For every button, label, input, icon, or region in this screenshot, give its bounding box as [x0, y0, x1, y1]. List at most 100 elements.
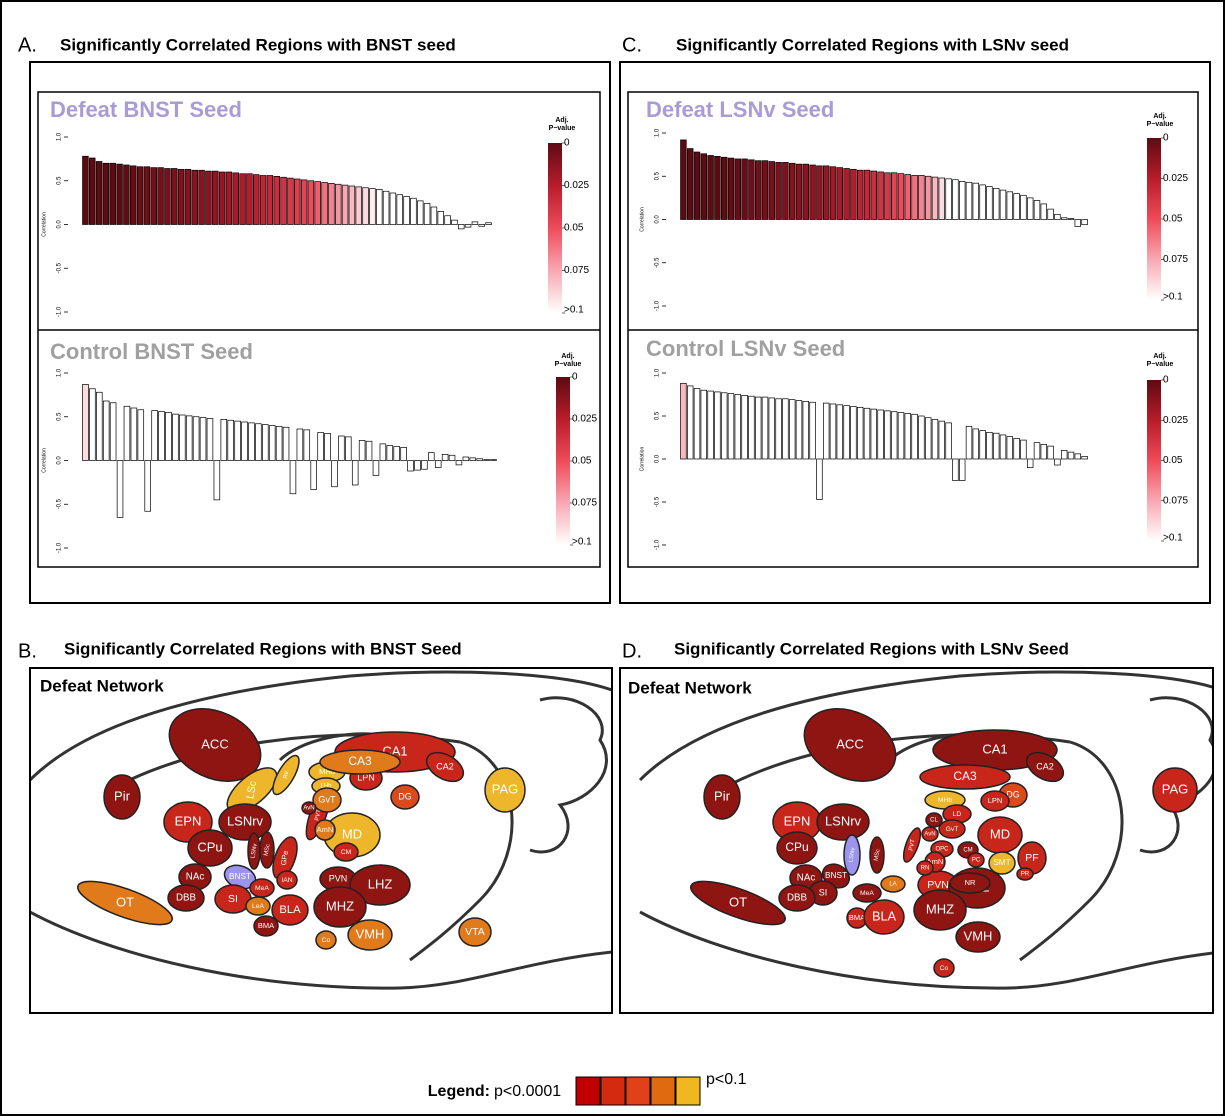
bar: [966, 426, 972, 459]
region-label: Co: [940, 965, 949, 972]
region-label: CA2: [1036, 761, 1054, 771]
region-label: CL: [930, 818, 938, 824]
y-tick-label: -0.5: [57, 498, 63, 509]
bar: [891, 412, 897, 459]
bar: [987, 432, 993, 459]
region-label: EPN: [784, 813, 811, 828]
bar: [898, 174, 904, 220]
bar: [89, 158, 95, 225]
bar: [212, 171, 218, 224]
bar: [796, 401, 802, 459]
chart-title: Control LSNv Seed: [646, 336, 845, 361]
bar: [966, 182, 972, 219]
bar: [435, 461, 441, 468]
bar: [830, 404, 836, 459]
bar: [851, 169, 857, 219]
region-label: BMA: [258, 921, 274, 930]
bar: [352, 461, 358, 486]
region-label: SI: [819, 887, 828, 897]
region-label: IAN: [281, 877, 292, 884]
bar: [438, 211, 444, 224]
bar: [919, 175, 925, 219]
bar: [946, 179, 952, 220]
bar: [421, 461, 427, 470]
panel-title: Significantly Correlated Regions with BN…: [60, 35, 456, 54]
region-label: NAc: [186, 872, 205, 883]
region-label: LSNrv: [825, 813, 862, 828]
bar: [1000, 435, 1006, 459]
bar: [366, 441, 372, 460]
bar: [973, 429, 979, 459]
colorbar-tick-label: 0.025: [1163, 173, 1188, 184]
bar: [1061, 450, 1067, 459]
bar: [1021, 195, 1027, 219]
bar: [456, 461, 462, 465]
region-label: DBB: [176, 893, 196, 904]
region-label: CPu: [785, 840, 808, 854]
region-label: BNST: [825, 871, 847, 880]
bar: [885, 411, 891, 459]
region-label: BLA: [279, 904, 301, 916]
colorbar-tick-label: 0: [1163, 133, 1169, 144]
y-tick-label: 0.0: [655, 215, 661, 224]
bar: [465, 225, 471, 228]
bar: [171, 169, 177, 225]
bar: [905, 175, 911, 220]
bar: [484, 460, 490, 461]
bar: [165, 169, 171, 225]
bar: [973, 183, 979, 219]
bar: [789, 163, 795, 219]
bar: [159, 412, 165, 461]
colorbar-tick-label: 0.025: [572, 414, 597, 425]
bar: [130, 166, 136, 225]
bar: [837, 405, 843, 459]
bar: [681, 383, 687, 459]
region-label: PC: [972, 858, 981, 864]
colorbar-title: Adj.: [555, 117, 568, 124]
bar: [401, 447, 407, 460]
bar: [207, 419, 213, 461]
region-label: LD: [953, 811, 962, 818]
bar: [428, 453, 434, 461]
y-tick-label: 0.0: [57, 456, 63, 465]
bar: [349, 186, 355, 225]
bar: [708, 155, 714, 219]
bar: [1034, 443, 1040, 459]
bar: [823, 403, 829, 459]
colorbar-title: Adj.: [1153, 113, 1166, 120]
bar: [715, 156, 721, 219]
bar: [335, 184, 341, 224]
bar: [742, 395, 748, 459]
bar: [878, 410, 884, 459]
region-label: OT: [729, 894, 747, 909]
region-label: LPN: [988, 796, 1003, 805]
bar: [226, 172, 232, 225]
bar: [925, 418, 931, 459]
panel-letter: C.: [622, 34, 642, 56]
bar: [1007, 192, 1013, 220]
region-label: NR: [965, 878, 976, 887]
bar: [749, 396, 755, 459]
bar: [864, 170, 870, 219]
bar: [342, 185, 348, 224]
bar: [253, 175, 259, 225]
bar: [83, 156, 89, 224]
bar: [242, 422, 248, 461]
region-label: AvN: [303, 806, 314, 812]
colorbar-tick-label: 0.05: [572, 456, 592, 467]
bar: [776, 162, 782, 219]
colorbar: [556, 377, 570, 545]
region-label: MHb: [938, 797, 952, 804]
bar: [458, 225, 464, 229]
bar: [417, 201, 423, 225]
bar: [687, 149, 693, 220]
region-label: PR: [1021, 872, 1030, 878]
region-label: ACC: [836, 736, 863, 751]
y-tick-label: 0.0: [655, 454, 661, 463]
bar: [117, 164, 123, 224]
bar: [131, 408, 137, 461]
bar: [701, 154, 707, 220]
bar: [262, 425, 268, 461]
bar: [749, 160, 755, 220]
bar: [363, 188, 369, 225]
